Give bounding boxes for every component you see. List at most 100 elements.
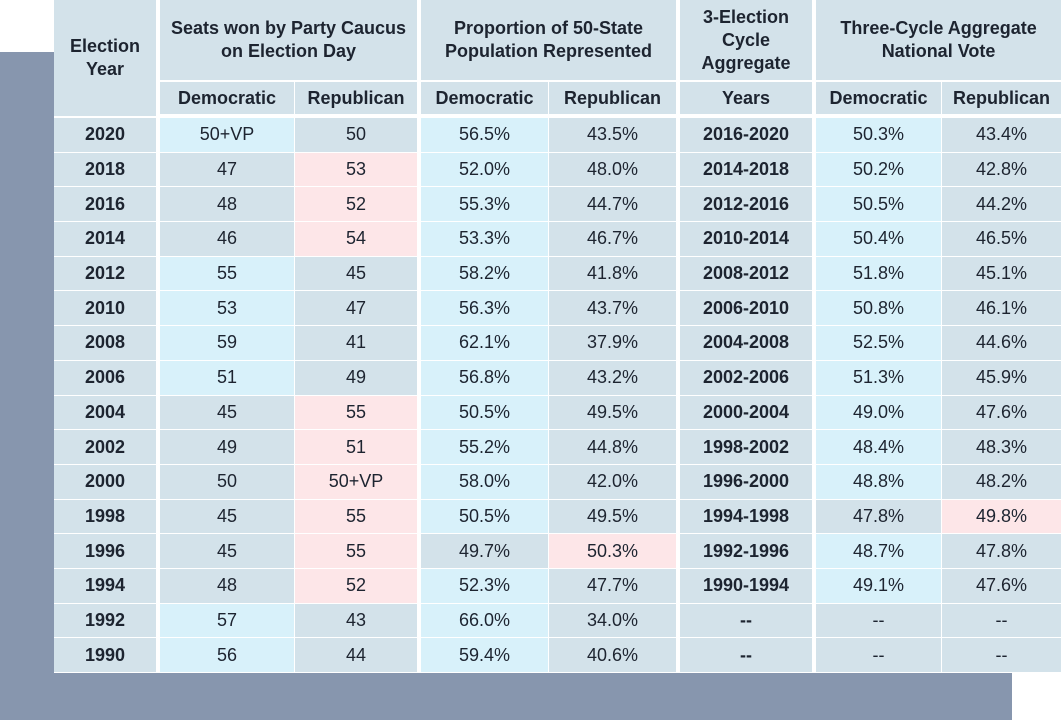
population-republican-cell: 37.9% bbox=[549, 326, 681, 361]
population-republican-cell: 43.5% bbox=[549, 118, 681, 153]
population-democratic-cell: 53.3% bbox=[421, 222, 550, 257]
population-democratic-cell: 52.0% bbox=[421, 152, 550, 188]
population-republican-cell: 47.7% bbox=[549, 568, 681, 604]
seats-won-header: Seats won by Party Caucus on Election Da… bbox=[160, 0, 422, 82]
seats-republican-cell: 53 bbox=[295, 152, 422, 188]
population-republican-cell: 42.0% bbox=[549, 464, 681, 500]
national-democratic-cell: 52.5% bbox=[816, 326, 943, 361]
election-year-cell: 2004 bbox=[54, 395, 160, 431]
cycle-years-cell: 1990-1994 bbox=[680, 568, 817, 604]
seats-democratic-cell: 56 bbox=[160, 638, 295, 673]
population-democratic-cell: 66.0% bbox=[421, 603, 550, 639]
population-republican-cell: 43.2% bbox=[549, 360, 681, 396]
seats-democratic-cell: 45 bbox=[160, 395, 295, 431]
seats-republican-cell: 54 bbox=[295, 222, 422, 257]
cycle-years-cell: 2004-2008 bbox=[680, 326, 817, 361]
election-year-cell: 1990 bbox=[54, 638, 160, 673]
election-year-cell: 2010 bbox=[54, 291, 160, 327]
national-democratic-cell: 50.4% bbox=[816, 222, 943, 257]
seats-democratic-header: Democratic bbox=[160, 82, 295, 118]
cycle-years-cell: 2006-2010 bbox=[680, 291, 817, 327]
cycle-years-cell: 2012-2016 bbox=[680, 187, 817, 223]
seats-democratic-cell: 53 bbox=[160, 291, 295, 327]
national-republican-cell: -- bbox=[942, 638, 1062, 673]
seats-republican-cell: 43 bbox=[295, 603, 422, 639]
seats-republican-cell: 49 bbox=[295, 360, 422, 396]
election-year-cell: 2006 bbox=[54, 360, 160, 396]
election-year-cell: 2008 bbox=[54, 326, 160, 361]
population-republican-header: Republican bbox=[549, 82, 681, 118]
national-republican-cell: 47.8% bbox=[942, 534, 1062, 569]
table-row: 1992 57 43 66.0% 34.0% -- -- -- bbox=[54, 603, 1062, 639]
national-republican-cell: -- bbox=[942, 603, 1062, 639]
national-democratic-cell: 50.8% bbox=[816, 291, 943, 327]
seats-republican-header: Republican bbox=[295, 82, 422, 118]
national-republican-cell: 47.6% bbox=[942, 395, 1062, 431]
population-democratic-cell: 58.2% bbox=[421, 256, 550, 292]
seats-democratic-cell: 47 bbox=[160, 152, 295, 188]
seats-democratic-cell: 50 bbox=[160, 464, 295, 500]
table-row: 1994 48 52 52.3% 47.7% 1990-1994 49.1% 47.6% bbox=[54, 568, 1062, 604]
national-republican-cell: 45.9% bbox=[942, 360, 1062, 396]
national-democratic-cell: -- bbox=[816, 603, 943, 639]
population-represented-header: Proportion of 50-State Population Repres… bbox=[421, 0, 681, 82]
population-democratic-cell: 50.5% bbox=[421, 395, 550, 431]
table-row: 2014 46 54 53.3% 46.7% 2010-2014 50.4% 46.5% bbox=[54, 222, 1062, 257]
population-republican-cell: 49.5% bbox=[549, 395, 681, 431]
election-year-cell: 2002 bbox=[54, 430, 160, 465]
election-year-cell: 1994 bbox=[54, 568, 160, 604]
cycle-years-cell: 2008-2012 bbox=[680, 256, 817, 292]
election-year-cell: 2016 bbox=[54, 187, 160, 223]
population-democratic-cell: 56.8% bbox=[421, 360, 550, 396]
national-democratic-cell: 48.8% bbox=[816, 464, 943, 500]
population-republican-cell: 40.6% bbox=[549, 638, 681, 673]
table-row: 1998 45 55 50.5% 49.5% 1994-1998 47.8% 49.8% bbox=[54, 499, 1062, 535]
election-year-cell: 2012 bbox=[54, 256, 160, 292]
national-democratic-cell: 50.2% bbox=[816, 152, 943, 188]
table-row: 1996 45 55 49.7% 50.3% 1992-1996 48.7% 47.8% bbox=[54, 534, 1062, 569]
cycle-years-cell: 2002-2006 bbox=[680, 360, 817, 396]
cycle-years-cell: 1998-2002 bbox=[680, 430, 817, 465]
table-row: 2004 45 55 50.5% 49.5% 2000-2004 49.0% 47.6% bbox=[54, 395, 1062, 431]
election-year-cell: 2014 bbox=[54, 222, 160, 257]
seats-democratic-cell: 45 bbox=[160, 499, 295, 535]
national-republican-cell: 43.4% bbox=[942, 118, 1062, 153]
seats-republican-cell: 52 bbox=[295, 187, 422, 223]
table-row: 2002 49 51 55.2% 44.8% 1998-2002 48.4% 48.3% bbox=[54, 430, 1062, 465]
national-democratic-cell: 50.3% bbox=[816, 118, 943, 153]
national-republican-cell: 46.5% bbox=[942, 222, 1062, 257]
cycle-years-cell: 2016-2020 bbox=[680, 118, 817, 153]
national-vote-header: Three-Cycle Aggregate National Vote bbox=[816, 0, 1062, 82]
election-year-cell: 1998 bbox=[54, 499, 160, 535]
seats-democratic-cell: 46 bbox=[160, 222, 295, 257]
table-row: 2008 59 41 62.1% 37.9% 2004-2008 52.5% 44.6% bbox=[54, 326, 1062, 361]
population-republican-cell: 46.7% bbox=[549, 222, 681, 257]
senate-election-table: Election Year Seats won by Party Caucus … bbox=[54, 0, 1062, 673]
population-republican-cell: 48.0% bbox=[549, 152, 681, 188]
population-republican-cell: 44.8% bbox=[549, 430, 681, 465]
cycle-years-cell: 2000-2004 bbox=[680, 395, 817, 431]
seats-republican-cell: 55 bbox=[295, 534, 422, 569]
seats-democratic-cell: 50+VP bbox=[160, 118, 295, 153]
population-democratic-cell: 59.4% bbox=[421, 638, 550, 673]
population-democratic-cell: 50.5% bbox=[421, 499, 550, 535]
table-row: 2012 55 45 58.2% 41.8% 2008-2012 51.8% 45.1% bbox=[54, 256, 1062, 292]
national-democratic-cell: 48.4% bbox=[816, 430, 943, 465]
seats-republican-cell: 45 bbox=[295, 256, 422, 292]
election-year-cell: 1992 bbox=[54, 603, 160, 639]
election-year-cell: 1996 bbox=[54, 534, 160, 569]
national-republican-cell: 45.1% bbox=[942, 256, 1062, 292]
population-democratic-cell: 49.7% bbox=[421, 534, 550, 569]
seats-democratic-cell: 55 bbox=[160, 256, 295, 292]
seats-democratic-cell: 48 bbox=[160, 568, 295, 604]
national-republican-cell: 44.6% bbox=[942, 326, 1062, 361]
population-republican-cell: 43.7% bbox=[549, 291, 681, 327]
cycle-years-cell: 2010-2014 bbox=[680, 222, 817, 257]
seats-republican-cell: 44 bbox=[295, 638, 422, 673]
table-row: 2010 53 47 56.3% 43.7% 2006-2010 50.8% 46.1% bbox=[54, 291, 1062, 327]
cycle-years-cell: 1992-1996 bbox=[680, 534, 817, 569]
table-row: 2000 50 50+VP 58.0% 42.0% 1996-2000 48.8% 48.2% bbox=[54, 464, 1062, 500]
cycle-aggregate-header: 3-Election Cycle Aggregate bbox=[680, 0, 817, 82]
national-democratic-cell: 51.8% bbox=[816, 256, 943, 292]
seats-republican-cell: 52 bbox=[295, 568, 422, 604]
